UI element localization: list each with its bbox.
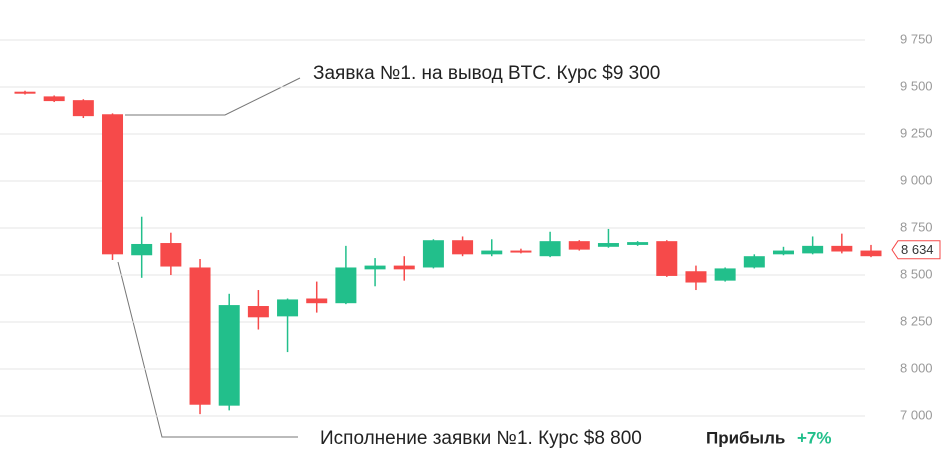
- candle-body: [714, 268, 736, 281]
- profit-value: +7%: [797, 428, 832, 447]
- candle-body: [627, 242, 649, 245]
- leader-line: [117, 261, 298, 438]
- candle-body: [364, 265, 386, 270]
- candle-body: [772, 250, 794, 255]
- candle-body: [597, 243, 619, 247]
- y-tick-label: 9 500: [900, 78, 933, 93]
- candle-body: [43, 96, 65, 102]
- profit-label: Прибыль: [706, 428, 785, 447]
- candle-body: [160, 243, 182, 267]
- candle-body: [452, 240, 474, 255]
- annotation: Заявка №1. на вывод BTC. Курс $9 300: [313, 63, 660, 84]
- y-tick-label: 7 000: [900, 407, 933, 422]
- candle-body: [802, 245, 824, 254]
- candle-body: [481, 250, 503, 255]
- candle-body: [831, 245, 853, 252]
- candle-body: [306, 298, 328, 304]
- candle-body: [860, 250, 882, 257]
- candle-body: [189, 267, 211, 405]
- candle-body: [743, 256, 765, 268]
- candle-body: [14, 91, 36, 94]
- candle-body: [131, 243, 153, 256]
- price-marker: [891, 240, 941, 260]
- y-tick-label: 9 750: [900, 31, 933, 46]
- candle-body: [218, 305, 240, 406]
- candle-body: [685, 271, 707, 283]
- price-label: 8 634: [901, 242, 934, 257]
- candle-body: [277, 299, 299, 317]
- y-tick-label: 9 250: [900, 125, 933, 140]
- candle-body: [335, 267, 357, 304]
- candle-body: [393, 265, 415, 270]
- candle-body: [72, 100, 94, 117]
- y-tick-label: 8 500: [900, 266, 933, 281]
- candle-body: [539, 241, 561, 257]
- y-tick-label: 8 000: [900, 360, 933, 375]
- y-tick-label: 8 750: [900, 219, 933, 234]
- candle-body: [422, 240, 444, 268]
- plot: 9 750 9 500 9 250 9 000 8 750 8 500 8 250 8 000…: [0, 31, 941, 422]
- candle-body: [102, 114, 124, 255]
- candle-body: [247, 306, 269, 318]
- candle-body: [510, 250, 532, 253]
- leader-line: [125, 77, 301, 116]
- y-tick-label: 9 000: [900, 172, 933, 187]
- candle-body: [568, 241, 590, 250]
- annotation: Исполнение заявки №1. Курс $8 800: [320, 428, 642, 449]
- candle-body: [656, 241, 678, 276]
- y-tick-label: 8 250: [900, 313, 933, 328]
